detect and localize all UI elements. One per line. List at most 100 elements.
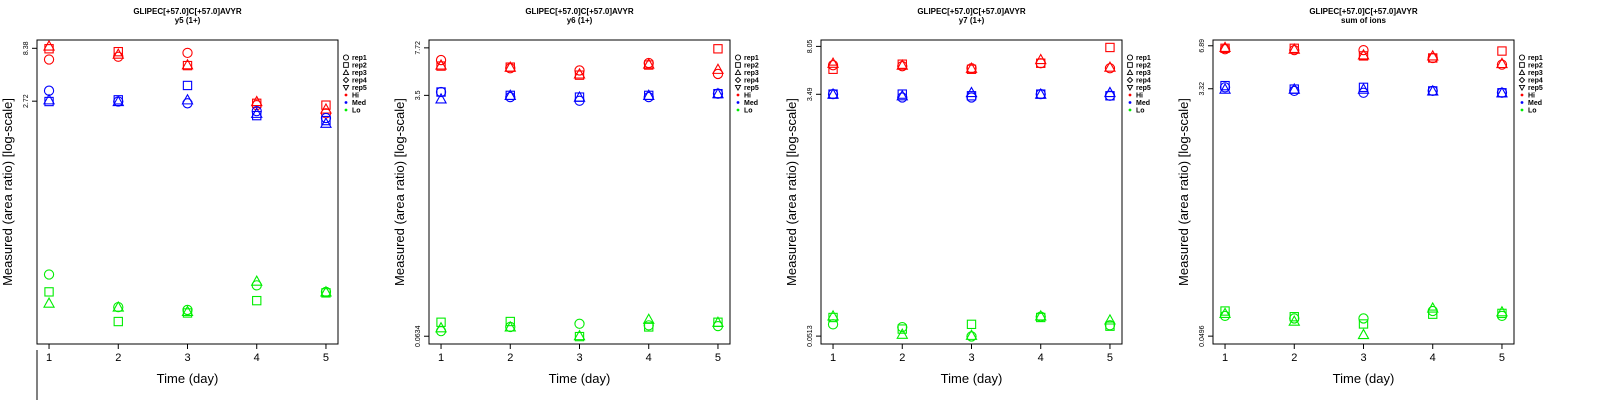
legend-entry: rep3 <box>1126 68 1151 77</box>
y-axis-label: Measured (area ratio) [log-scale] <box>392 98 407 286</box>
point-lo-rep1 <box>574 318 585 329</box>
point-lo-rep3 <box>181 305 194 317</box>
diamond-icon <box>342 76 350 84</box>
y-tick-label: 3.49 <box>807 87 814 101</box>
point-med-rep2 <box>1220 80 1230 91</box>
point-hi-rep2 <box>1497 46 1507 56</box>
point-med-rep3 <box>642 89 655 100</box>
square-icon <box>1519 62 1525 68</box>
point-lo-rep1 <box>966 331 977 342</box>
legend-label: rep4 <box>744 78 759 85</box>
point-hi-rep3 <box>1495 57 1508 69</box>
point-lo-rep3 <box>319 285 332 297</box>
legend-entry: Lo <box>1520 108 1537 115</box>
point-hi-rep3 <box>1219 41 1232 53</box>
legend-entry: rep2 <box>1519 62 1543 70</box>
legend-label: rep2 <box>744 63 759 70</box>
legend-dot-icon <box>1520 101 1524 104</box>
legend-dot-icon <box>344 93 348 97</box>
legend-label: rep2 <box>1528 63 1543 70</box>
point-hi-rep2 <box>644 60 654 70</box>
x-tick-label: 3 <box>576 352 582 364</box>
point-hi-rep3 <box>1288 43 1301 54</box>
point-lo-rep3 <box>965 329 978 340</box>
point-med-rep3 <box>896 89 909 101</box>
legend-label: Med <box>744 100 758 107</box>
legend-entry: rep1 <box>734 54 759 62</box>
legend-entry: rep1 <box>1518 54 1543 62</box>
point-lo-rep1 <box>897 321 908 333</box>
point-hi-rep3 <box>896 58 909 70</box>
point-lo-rep3 <box>435 321 448 333</box>
legend-label: Med <box>1528 100 1542 107</box>
legend-entry: rep5 <box>342 84 367 92</box>
legend-entry: rep5 <box>734 84 759 92</box>
point-lo-rep3 <box>573 329 586 341</box>
point-hi-rep3 <box>1034 53 1047 65</box>
chart-subtitle: y5 (1+) <box>175 16 201 25</box>
x-tick-label: 3 <box>968 352 974 364</box>
legend-dot-icon <box>736 101 740 104</box>
plot-frame <box>820 39 1123 345</box>
legend-label: rep1 <box>352 55 367 62</box>
point-hi-rep2 <box>1220 43 1230 53</box>
point-hi-rep2 <box>713 44 723 54</box>
y-tick-label: 8.05 <box>807 39 814 53</box>
legend-label: rep3 <box>1136 70 1151 77</box>
legend-dot-icon <box>1128 93 1132 97</box>
point-hi-rep3 <box>435 58 448 70</box>
x-tick-label: 4 <box>254 352 260 364</box>
triangle-down-icon <box>342 84 350 92</box>
legend-dot-icon <box>1128 108 1132 112</box>
point-hi-rep1 <box>43 54 55 65</box>
x-tick-label: 1 <box>438 352 444 364</box>
legend-entry: rep2 <box>343 62 367 70</box>
y-tick-label: 0.0496 <box>1199 325 1206 347</box>
x-tick-label: 5 <box>1499 352 1505 364</box>
legend-label: rep5 <box>1528 85 1543 92</box>
point-lo-rep1 <box>1219 310 1231 322</box>
x-tick-label: 2 <box>507 352 513 364</box>
circle-icon <box>734 54 742 61</box>
legend-label: Lo <box>1136 108 1145 115</box>
legend-entry: rep4 <box>734 76 759 85</box>
legend-entry: rep2 <box>735 62 759 70</box>
point-med-rep3 <box>435 92 448 104</box>
y-tick-label: 7.72 <box>415 41 422 55</box>
point-med-rep3 <box>1288 82 1301 94</box>
point-hi-rep2 <box>321 100 331 110</box>
point-lo-rep3 <box>711 316 724 327</box>
point-med-rep3 <box>965 86 978 98</box>
x-tick-label: 5 <box>323 352 329 364</box>
point-hi-rep2 <box>1105 42 1115 53</box>
legend-entry: rep4 <box>1518 76 1543 85</box>
triangle-down-icon <box>1518 84 1526 92</box>
point-hi-rep3 <box>711 63 724 74</box>
legend-entry: rep1 <box>342 54 367 62</box>
point-lo-rep2 <box>321 288 331 298</box>
point-lo-rep3 <box>112 300 125 312</box>
point-med-rep2 <box>182 80 193 91</box>
legend-entry: Hi <box>1128 93 1143 100</box>
point-med-rep3 <box>504 89 517 100</box>
triangle-down-icon <box>1126 84 1134 92</box>
point-hi-rep3 <box>250 95 263 107</box>
point-lo-rep2 <box>574 331 585 342</box>
y-tick-label: 3.5 <box>415 90 422 100</box>
legend-entry: Med <box>1128 100 1150 107</box>
point-hi-rep1 <box>1427 52 1438 64</box>
chart-subtitle: y7 (1+) <box>959 16 985 25</box>
point-hi-rep1 <box>435 54 447 66</box>
y-axis-label: Measured (area ratio) [log-scale] <box>784 98 799 286</box>
legend-label: rep3 <box>1528 70 1543 77</box>
point-hi-rep2 <box>113 46 123 57</box>
x-tick-label: 5 <box>715 352 721 364</box>
legend-label: rep5 <box>352 85 367 92</box>
point-hi-rep3 <box>112 47 125 59</box>
diamond-icon <box>1126 76 1134 84</box>
point-med-rep3 <box>711 87 724 99</box>
plot-frame <box>36 39 339 345</box>
point-lo-rep3 <box>1219 307 1232 318</box>
